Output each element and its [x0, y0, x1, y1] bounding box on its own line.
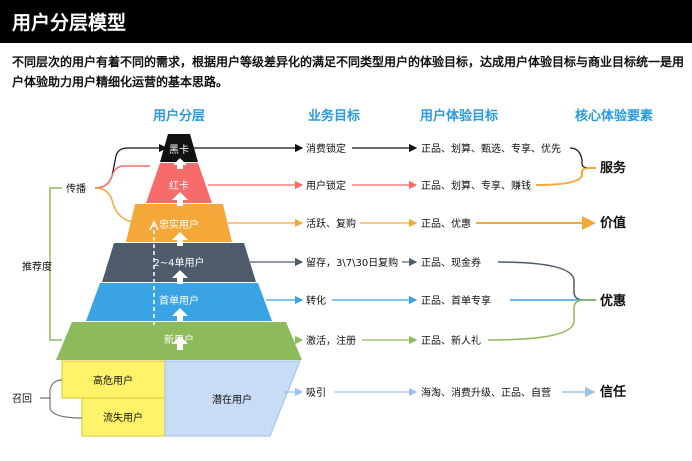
tier-black-shape	[160, 134, 198, 162]
connector-service-red	[535, 167, 596, 186]
side-recall: 召回	[12, 393, 32, 405]
connector-discount-green	[487, 299, 596, 341]
business-orange: 活跃、复购	[306, 217, 356, 230]
core-trust: 信任	[600, 384, 626, 400]
tier-blue-shape	[86, 283, 272, 321]
tier-green-label: 新用户	[164, 333, 194, 346]
recall-link-risk	[40, 379, 63, 399]
business-green: 激活，注册	[306, 334, 356, 347]
tier-orange-shape	[126, 204, 232, 242]
recall-link-lost	[49, 398, 83, 419]
header-layers: 用户分层	[152, 108, 205, 124]
connector-discount-slate	[497, 261, 596, 301]
lost-block	[81, 397, 166, 437]
lost-label: 流失用户	[103, 411, 143, 424]
side-recommend: 推荐度	[22, 260, 52, 273]
spread-link-orange	[94, 187, 137, 224]
climb-arrows	[172, 158, 188, 350]
tier-red-label: 红卡	[169, 179, 189, 192]
header-core: 核心体验要素	[575, 108, 653, 124]
page-title: 用户分层模型	[12, 12, 127, 34]
intro-line-2: 户体验助力用户精细化运营的基本思路。	[12, 75, 229, 89]
tier-black-label: 黑卡	[169, 143, 189, 156]
potential-block	[164, 360, 301, 437]
core-service: 服务	[600, 160, 627, 176]
core-discount: 优惠	[600, 293, 626, 309]
tier-blue-label: 首单用户	[159, 294, 199, 307]
tier-slate-shape	[102, 243, 256, 282]
experience-slate: 正品、现金券	[421, 256, 481, 269]
header-business: 业务目标	[308, 108, 360, 124]
experience-orange: 正品、优惠	[421, 217, 471, 230]
business-blue: 转化	[306, 294, 326, 307]
tier-orange-label: 忠实用户	[159, 218, 199, 231]
risk-label: 高危用户	[93, 374, 133, 387]
experience-black: 正品、划算、甄选、专享、优先	[421, 142, 561, 155]
recommend-bracket	[49, 187, 62, 341]
core-value: 价值	[600, 215, 626, 231]
business-black: 消费锁定	[306, 142, 346, 155]
title-bar: 用户分层模型	[0, 0, 692, 43]
experience-green: 正品、新人礼	[421, 334, 481, 347]
intro-line-1: 不同层次的用户有着不同的需求，根据用户等级差异化的满足不同类型用户的体验目标，达…	[12, 55, 685, 69]
experience-potential: 海淘、消费升级、正品、自营	[421, 386, 551, 399]
experience-blue: 正品、首单专享	[421, 294, 491, 307]
side-spread: 传播	[66, 182, 86, 195]
spread-link-red	[94, 165, 150, 189]
connector-service-black	[569, 147, 596, 169]
experience-red: 正品、划算、专享、赚钱	[421, 179, 531, 192]
potential-label: 潜在用户	[212, 393, 252, 406]
header-experience: 用户体验目标	[419, 108, 498, 124]
tier-slate-label: 2~4单用户	[153, 256, 204, 269]
business-potential: 吸引	[306, 387, 326, 399]
tier-red-shape	[146, 163, 212, 203]
business-slate: 留存，3\7\30日复购	[306, 256, 398, 269]
business-red: 用户锁定	[306, 179, 346, 192]
intro-text: 不同层次的用户有着不同的需求，根据用户等级差异化的满足不同类型用户的体验目标，达…	[12, 52, 685, 92]
